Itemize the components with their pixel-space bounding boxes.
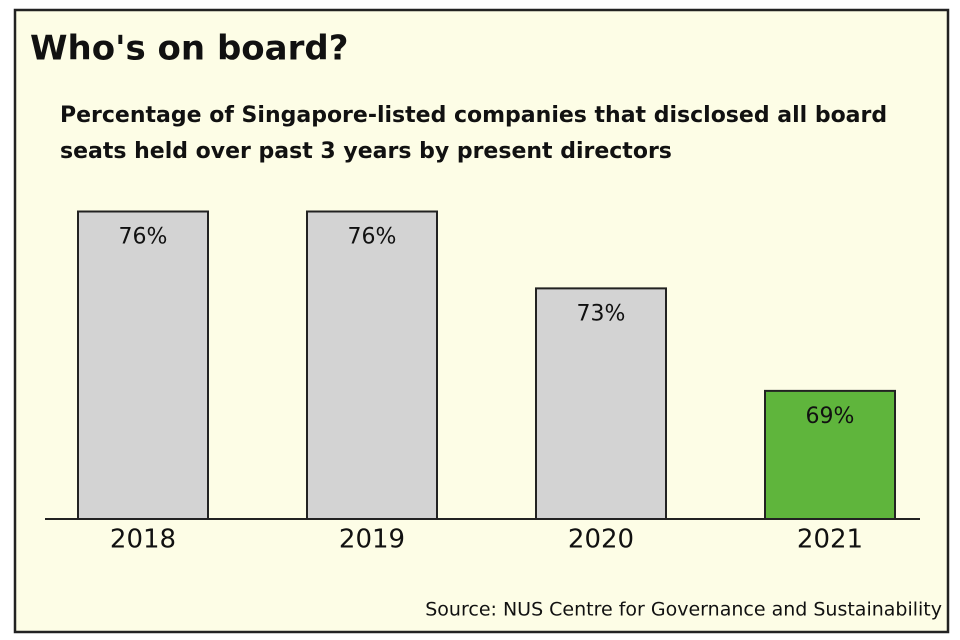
subtitle-box: Percentage of Singapore-listed companies…: [60, 103, 888, 164]
x-tick-label: 2019: [339, 525, 405, 555]
x-tick-label: 2021: [797, 525, 863, 555]
bar: [306, 210, 438, 520]
value-label: 76%: [119, 225, 168, 250]
bar: [77, 210, 209, 520]
chart-subtitle: Percentage of Singapore-listed companies…: [60, 103, 888, 164]
value-label: 73%: [577, 301, 626, 326]
chart-title: Who's on board?: [30, 29, 348, 69]
source: Source: NUS Centre for Governance and Su…: [425, 599, 942, 621]
value-label: 76%: [348, 225, 397, 250]
bar: [764, 389, 896, 520]
bar: [535, 287, 667, 520]
x-tick-label: 2020: [568, 525, 634, 555]
x-tick-label: 2018: [110, 525, 176, 555]
value-label: 69%: [806, 404, 855, 429]
